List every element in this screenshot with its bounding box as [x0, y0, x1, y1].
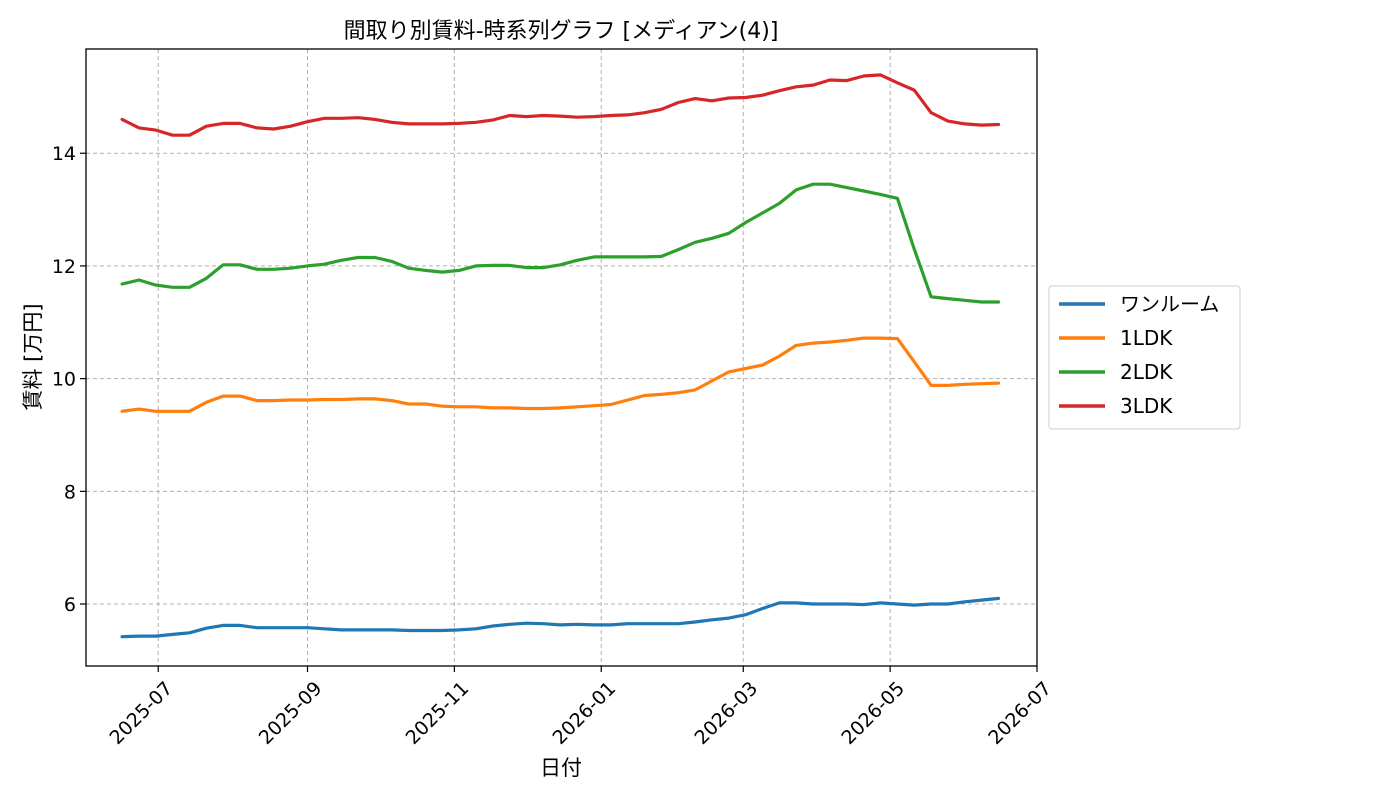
y-tick-label: 6: [64, 594, 76, 616]
series-lines: [120, 73, 1001, 639]
grid: [86, 49, 1038, 666]
y-tick-label: 10: [52, 369, 76, 391]
y-tick-label: 14: [52, 143, 76, 165]
x-axis-title: 日付: [540, 756, 582, 780]
legend: ワンルーム 1LDK 2LDK 3LDK: [1048, 285, 1241, 430]
y-tick-label: 8: [64, 481, 76, 503]
plot-frame: [85, 48, 1038, 667]
y-axis-title: 賃料 [万円]: [21, 303, 45, 410]
x-tick-label: 2026-05: [837, 677, 909, 749]
legend-label: 1LDK: [1120, 326, 1173, 350]
x-tick-label: 2025-11: [402, 677, 474, 749]
series-line-0: [120, 596, 1001, 639]
x-tick-label: 2026-01: [548, 677, 620, 749]
x-tick-label: 2026-07: [984, 677, 1056, 749]
series-line-2: [120, 182, 1001, 304]
legend-label: ワンルーム: [1120, 292, 1219, 316]
series-line-1: [120, 336, 1001, 413]
axes: 6 8 10 12 14 2025-07 2025-09 2025-11 2026-01 2026…: [52, 143, 1056, 749]
legend-label: 2LDK: [1120, 360, 1173, 384]
x-tick-label: 2026-03: [691, 677, 763, 749]
series-line-3: [120, 73, 1001, 137]
x-tick-label: 2025-07: [105, 677, 177, 749]
legend-frame: [1048, 285, 1241, 430]
legend-label: 3LDK: [1120, 394, 1173, 418]
y-tick-label: 12: [52, 256, 76, 278]
x-tick-label: 2025-09: [255, 677, 327, 749]
chart-title: 間取り別賃料-時系列グラフ [メディアン(4)]: [344, 19, 779, 44]
